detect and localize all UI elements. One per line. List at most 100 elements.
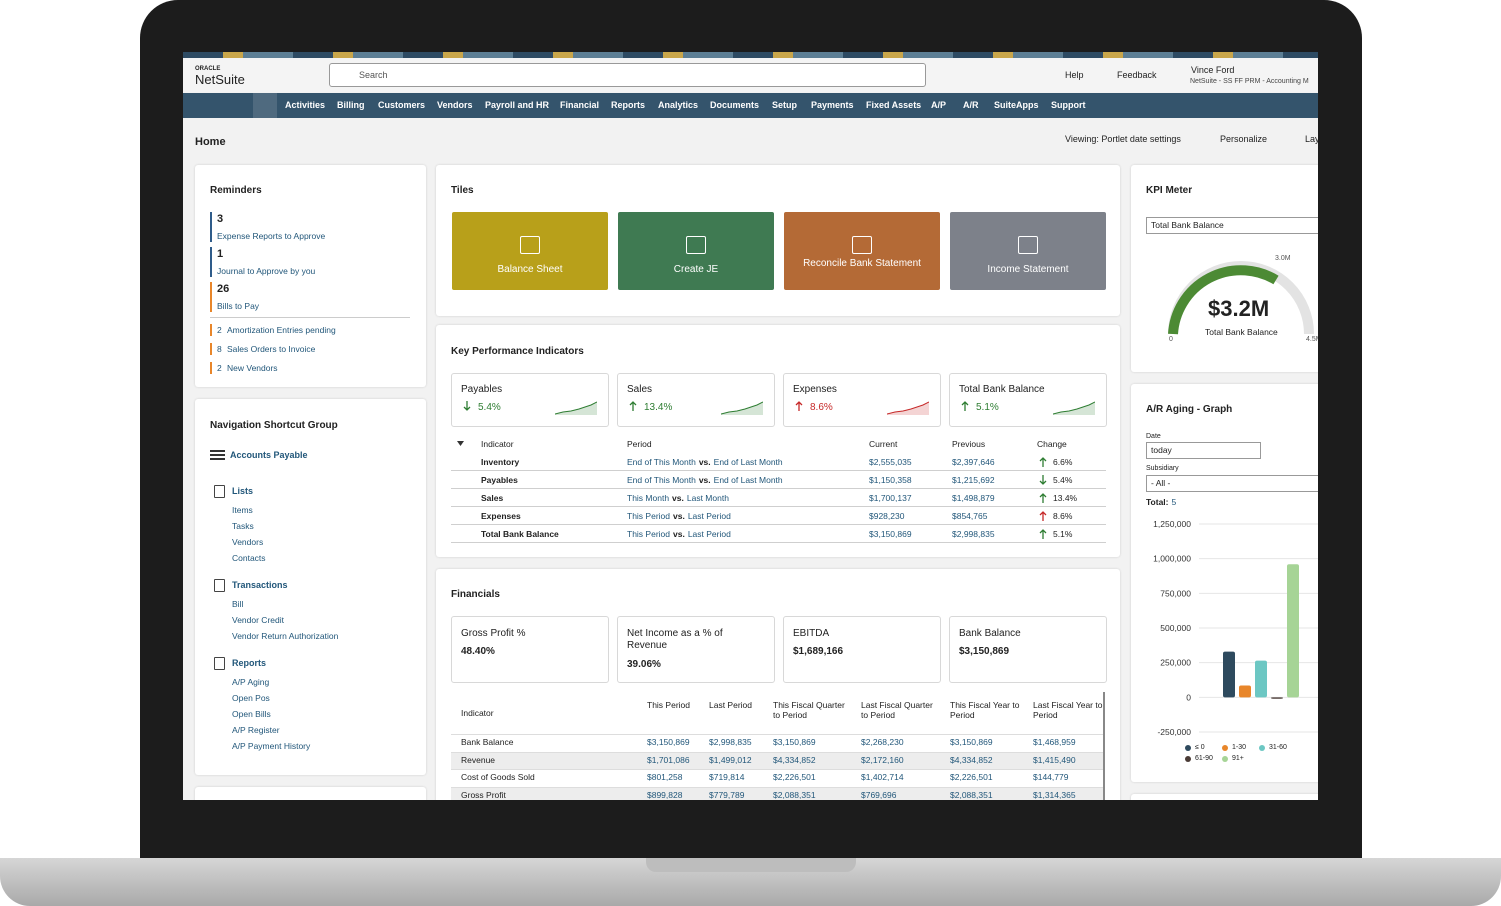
financial-card xyxy=(451,616,609,683)
column-header: Last Fiscal Year to Period xyxy=(1033,700,1103,721)
reminder-count: 1 xyxy=(217,248,224,260)
nav-item[interactable]: Reports xyxy=(611,100,646,110)
nav-item[interactable]: A/P xyxy=(931,100,947,110)
nav-item[interactable]: Vendors xyxy=(437,100,473,110)
portlet xyxy=(195,399,426,775)
arrow-path xyxy=(1039,475,1047,485)
row-period: This Period vs. Last Period xyxy=(627,529,734,539)
legend-label: 31-60 xyxy=(1269,744,1287,751)
table-cell: $2,088,351 xyxy=(773,789,816,800)
shortcut-group[interactable]: Accounts Payable xyxy=(230,450,308,460)
shortcut-link[interactable]: Open Bills xyxy=(232,709,271,719)
row-previous: $2,397,646 xyxy=(952,457,995,467)
caret xyxy=(457,441,464,446)
viewing-select[interactable]: Viewing: Portlet date settings xyxy=(1065,134,1181,144)
nav-item[interactable]: Billing xyxy=(337,100,365,110)
shortcut-link[interactable]: Vendors xyxy=(232,537,264,547)
legend-swatch xyxy=(1222,756,1228,762)
reminder-link[interactable]: Sales Orders to Invoice xyxy=(227,344,316,354)
feedback-link[interactable]: Feedback xyxy=(1117,70,1157,80)
trend-arrow xyxy=(961,401,969,411)
tile-label[interactable]: Reconcile Bank Statement xyxy=(803,258,921,269)
reminder-count: 26 xyxy=(217,283,230,295)
arrow-path xyxy=(1039,529,1047,539)
reminder-link[interactable]: Journal to Approve by you xyxy=(217,266,316,276)
nav-item[interactable]: Analytics xyxy=(658,100,699,110)
nav-item[interactable]: Documents xyxy=(710,100,760,110)
logo: NetSuite xyxy=(195,72,245,87)
gauge-label: Total Bank Balance xyxy=(1205,327,1278,337)
nav-item[interactable]: Fixed Assets xyxy=(866,100,922,110)
row-previous: $1,215,692 xyxy=(952,475,995,485)
shortcut-link[interactable]: Vendor Return Authorization xyxy=(232,631,339,641)
nav-item[interactable]: Payroll and HR xyxy=(485,100,550,110)
portlet-title: A/R Aging - Graph xyxy=(1146,404,1233,415)
table-cell: $2,998,835 xyxy=(709,737,752,747)
tile[interactable] xyxy=(950,212,1106,290)
nav-item[interactable]: SuiteApps xyxy=(994,100,1039,110)
nav-item[interactable]: A/R xyxy=(963,100,979,110)
scrollbar xyxy=(1103,692,1105,800)
shortcut-link[interactable]: Open Pos xyxy=(232,693,270,703)
period-part: End of This Month xyxy=(627,475,696,485)
reminder-link[interactable]: Amortization Entries pending xyxy=(227,325,336,335)
row-previous: $1,498,879 xyxy=(952,493,995,503)
help-link[interactable]: Help xyxy=(1065,70,1084,80)
reminder-count: 2 xyxy=(217,363,222,373)
nav-item[interactable]: Support xyxy=(1051,100,1086,110)
tile-icon xyxy=(852,236,872,254)
menu-icon xyxy=(210,450,225,452)
reminder-link[interactable]: Expense Reports to Approve xyxy=(217,231,326,241)
tile[interactable] xyxy=(452,212,608,290)
tile[interactable] xyxy=(618,212,774,290)
shortcut-link[interactable]: Items xyxy=(232,505,253,515)
reminder-link[interactable]: New Vendors xyxy=(227,363,278,373)
personalize-button[interactable]: Personalize xyxy=(1220,134,1268,144)
shortcut-link[interactable]: A/P Aging xyxy=(232,677,270,687)
table-cell: $4,334,852 xyxy=(950,754,993,765)
reminder-link[interactable]: Bills to Pay xyxy=(217,301,260,311)
user-role: NetSuite - SS FF PRM - Accounting M xyxy=(1190,78,1309,85)
reminder-bar xyxy=(210,343,212,355)
shortcut-link[interactable]: A/P Register xyxy=(232,725,280,735)
shortcut-link[interactable]: Vendor Credit xyxy=(232,615,284,625)
portlet xyxy=(1131,794,1318,800)
tile-label[interactable]: Create JE xyxy=(673,264,719,275)
shortcut-link[interactable]: Bill xyxy=(232,599,244,609)
column-header: Change xyxy=(1037,439,1067,449)
kpi-name: Payables xyxy=(461,384,503,395)
gauge xyxy=(1168,261,1314,335)
period-part: vs. xyxy=(698,475,711,485)
tile-label[interactable]: Balance Sheet xyxy=(497,264,563,275)
ar-chart: -250,000 0 250,000 500,000 750,000 1,000,000 1… xyxy=(1153,519,1318,737)
nav-item[interactable]: Setup xyxy=(772,100,798,110)
arrow-path xyxy=(463,401,471,411)
nav-item[interactable]: Financial xyxy=(560,100,600,110)
row-previous: $854,765 xyxy=(952,511,988,521)
row-current: $3,150,869 xyxy=(869,529,912,539)
kpi-change: 5.4% xyxy=(478,402,501,413)
divider xyxy=(210,317,410,318)
kpi-name: Expenses xyxy=(793,384,837,395)
row-indicator: Total Bank Balance xyxy=(481,529,559,539)
arrow-path xyxy=(1039,511,1047,521)
portlet xyxy=(195,165,426,387)
reminder-count: 8 xyxy=(217,344,222,354)
shortcut-link[interactable]: Contacts xyxy=(232,553,266,563)
row-divider xyxy=(451,524,1106,525)
kpi-change: 13.4% xyxy=(644,402,673,413)
group-title: Reports xyxy=(232,658,267,668)
layout-button[interactable]: Lay xyxy=(1305,134,1318,144)
table-cell: $144,779 xyxy=(1033,772,1069,782)
nav-item[interactable]: Customers xyxy=(378,100,426,110)
tile[interactable] xyxy=(784,212,940,290)
tile-label[interactable]: Income Statement xyxy=(987,264,1069,275)
nav-item[interactable]: Activities xyxy=(285,100,326,110)
nav-item[interactable]: Payments xyxy=(811,100,854,110)
laptop-notch xyxy=(646,858,856,872)
select xyxy=(1146,217,1318,234)
shortcut-link[interactable]: Tasks xyxy=(232,521,254,531)
shortcut-link[interactable]: A/P Payment History xyxy=(232,741,311,751)
gauge-min: 0 xyxy=(1169,336,1173,343)
financial-name: Gross Profit % xyxy=(461,628,526,639)
